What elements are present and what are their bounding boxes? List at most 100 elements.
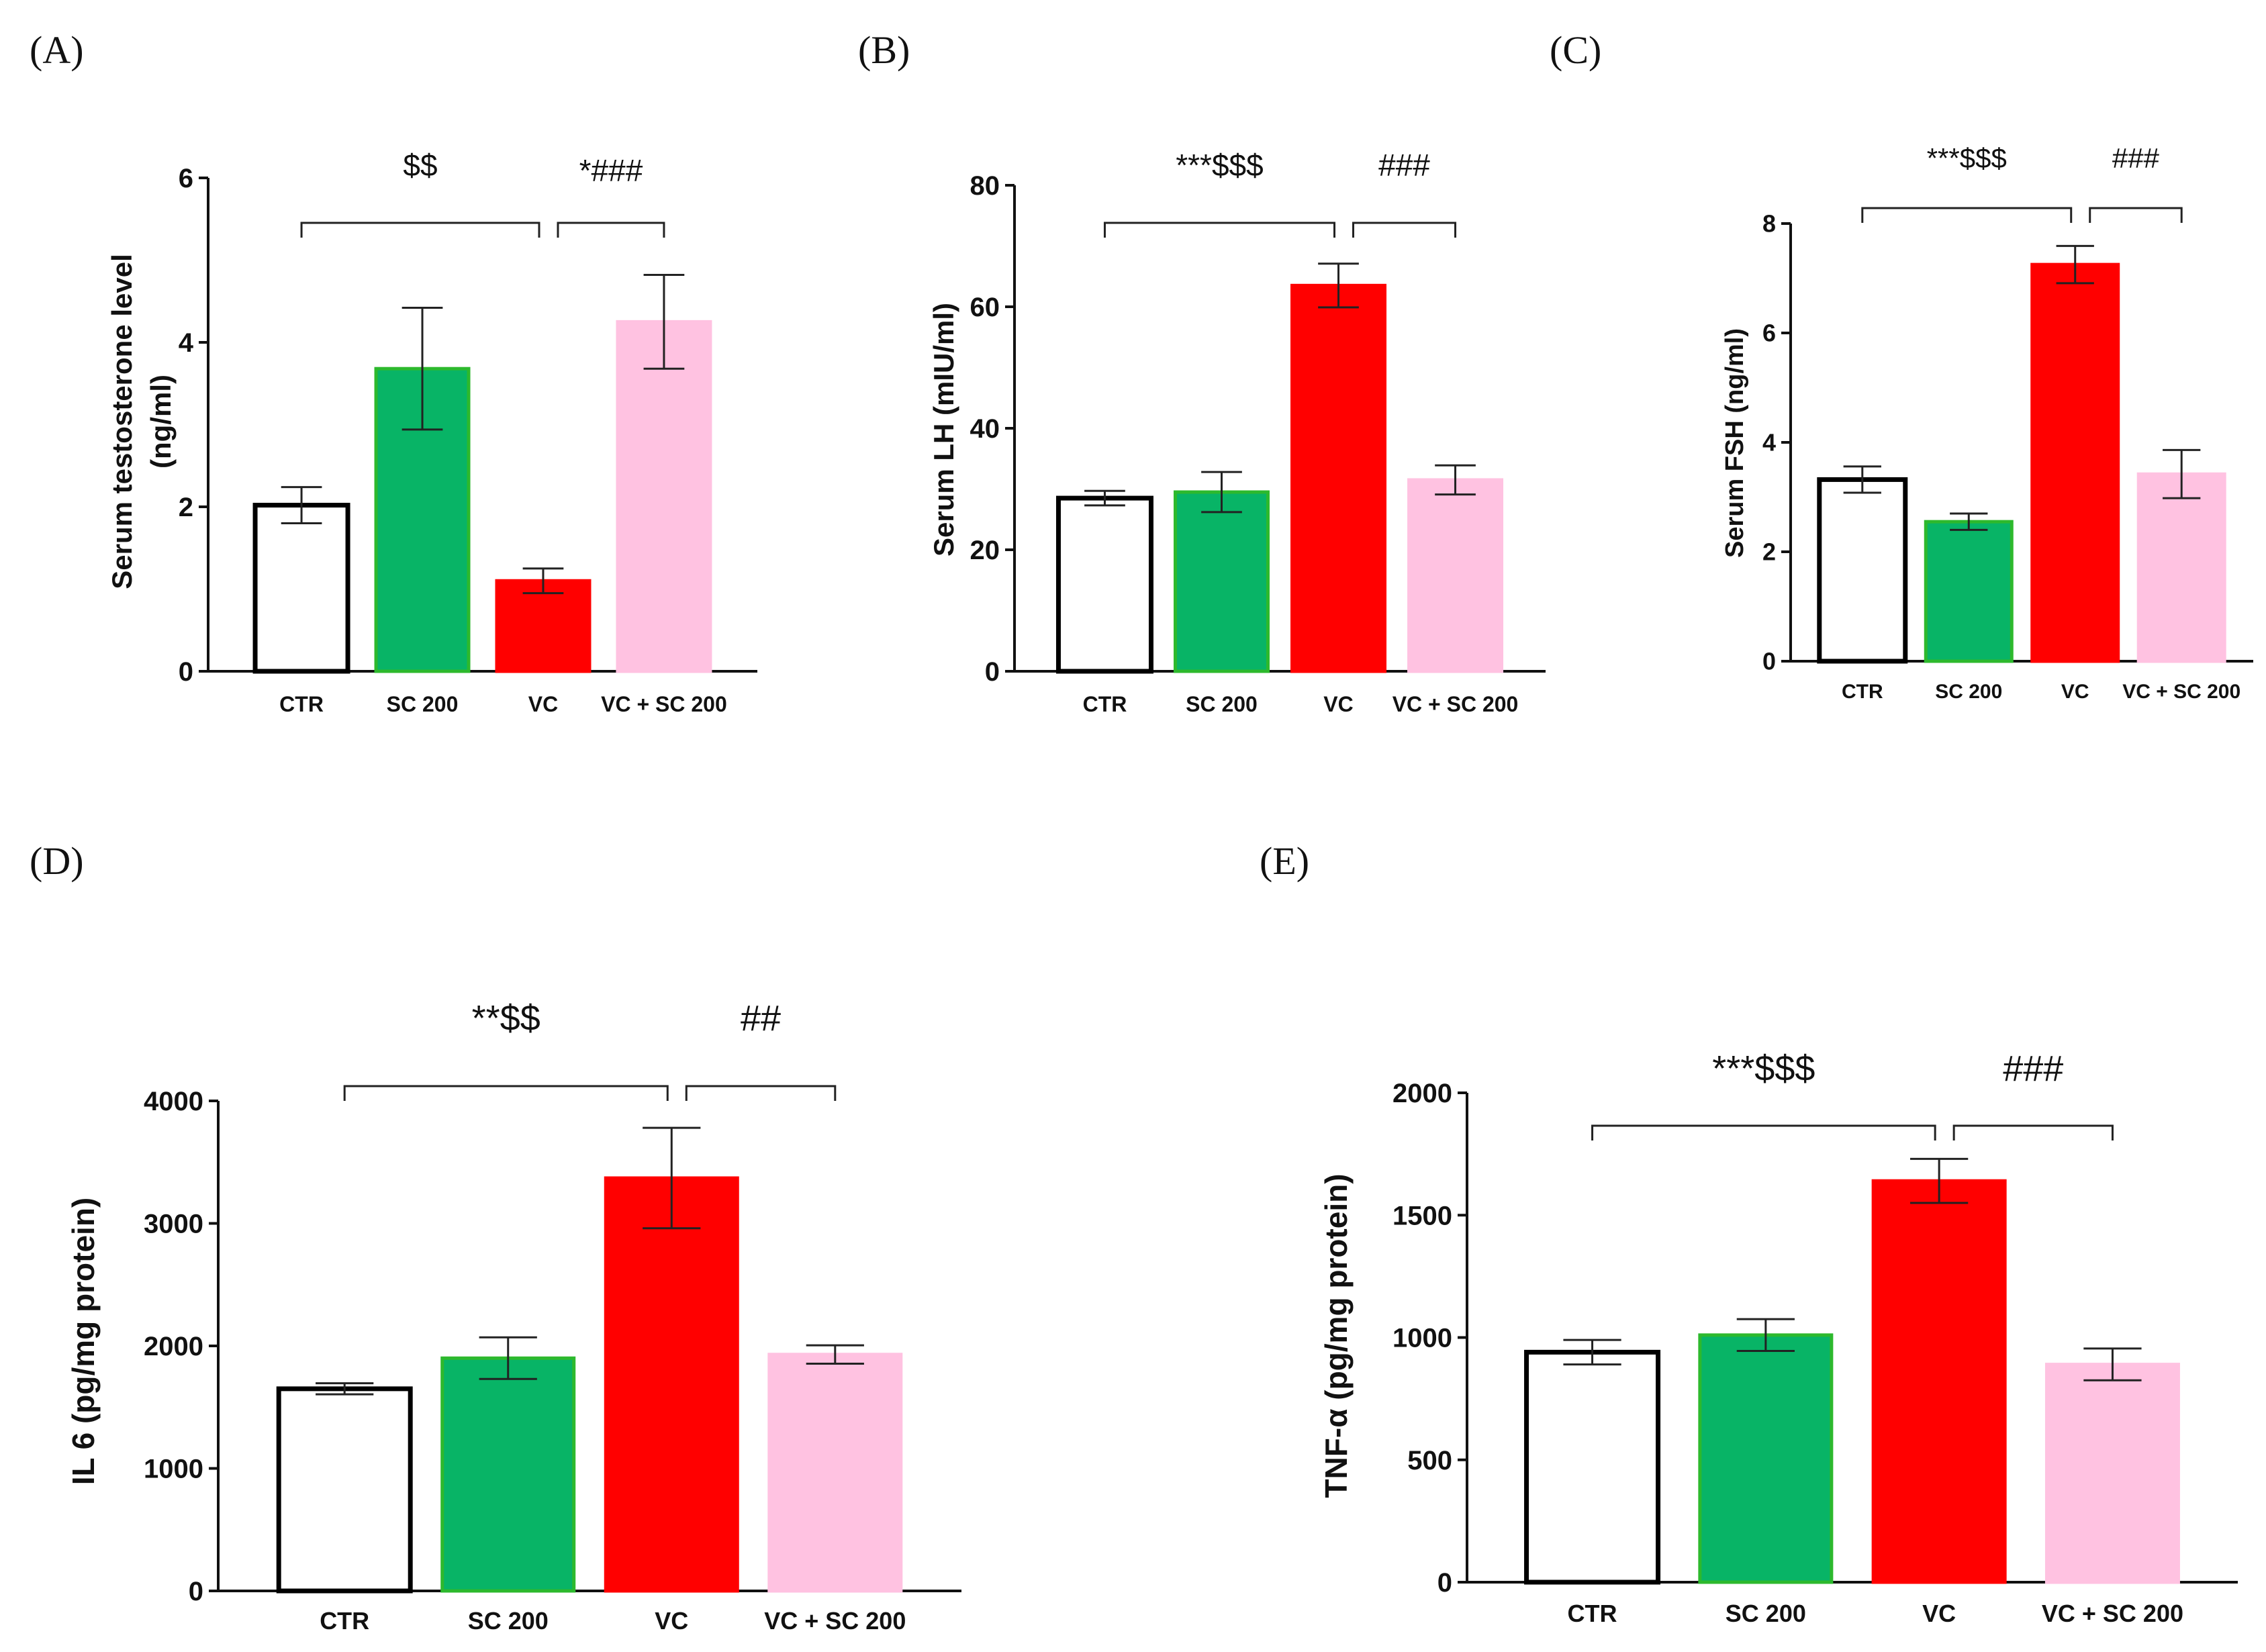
- x-tick-label: CTR: [320, 1607, 369, 1635]
- y-tick-label: 1000: [144, 1455, 203, 1484]
- bar-sc-200: [1924, 520, 2014, 663]
- y-axis-title: Serum testosterone level: [106, 254, 138, 589]
- y-tick-label: 80: [970, 171, 1000, 201]
- y-axis-title: IL 6 (pg/mg protein): [66, 1198, 101, 1485]
- significance-bracket: [557, 222, 665, 238]
- panel-label: (D): [30, 839, 84, 883]
- significance-bracket: [685, 1085, 837, 1101]
- x-tick-label: VC + SC 200: [601, 692, 727, 716]
- y-tick-label: 6: [1762, 320, 1776, 347]
- y-axis-title: Serum FSH (ng/ml): [1721, 328, 1749, 558]
- chart-panel-4: (D) 0 1000 2000 3000 4000 IL 6 (pg/mg protein)…: [30, 839, 961, 1635]
- x-tick-label: VC: [655, 1607, 688, 1635]
- bar-vc: [604, 1176, 739, 1593]
- y-tick-label: 500: [1407, 1446, 1452, 1475]
- significance-label: ###: [1378, 148, 1430, 183]
- y-tick-label: 0: [189, 1577, 203, 1606]
- x-tick-label: SC 200: [1726, 1600, 1806, 1627]
- bar-vc-sc-200: [1407, 478, 1504, 673]
- x-tick-label: SC 200: [468, 1607, 549, 1635]
- x-tick-label: VC: [528, 692, 558, 716]
- y-tick-label: 2000: [144, 1332, 203, 1361]
- y-tick-label: 0: [1437, 1568, 1452, 1598]
- x-tick-label: VC: [1323, 692, 1353, 716]
- chart-panel-2: (B) 0 20 40 60 80 Serum LH (mIU/ml) CTR SC 200 VC…: [858, 28, 1546, 716]
- bar-vc-sc-200: [616, 320, 712, 673]
- x-tick-label: VC + SC 200: [764, 1607, 906, 1635]
- panel-label: (C): [1550, 28, 1601, 72]
- chart-panel-3: (C) 0 2 4 6 8 Serum FSH (ng/ml) CTR SC 200 VC VC +…: [1550, 28, 2253, 703]
- chart-panel-1: (A) 0 2 4 6 Serum testosterone level (ng/ml) CT…: [30, 28, 757, 716]
- significance-bracket: [343, 1085, 669, 1101]
- y-axis-title: TNF-α (pg/mg protein): [1319, 1173, 1354, 1498]
- bar-vc-sc-200: [767, 1353, 903, 1593]
- bar-vc: [1871, 1179, 2007, 1584]
- y-tick-label: 1000: [1392, 1324, 1452, 1353]
- significance-bracket: [1952, 1124, 2114, 1140]
- chart-panel-5: (E) 0 500 1000 1500 2000 TNF-α (pg/mg protein)…: [1260, 839, 2238, 1627]
- x-tick-label: SC 200: [1186, 692, 1258, 716]
- significance-label: ###: [2112, 142, 2160, 174]
- y-axis-title-unit: (ng/ml): [145, 375, 177, 469]
- x-tick-label: CTR: [1842, 681, 1883, 703]
- x-tick-label: SC 200: [387, 692, 459, 716]
- bar-vc: [2030, 262, 2120, 663]
- significance-label: ***$$$: [1927, 142, 2007, 174]
- significance-label: ###: [2003, 1049, 2063, 1089]
- y-tick-label: 6: [179, 164, 193, 193]
- bar-sc-200: [1698, 1333, 1834, 1584]
- panel-label: (B): [858, 28, 910, 72]
- y-tick-label: 2000: [1392, 1079, 1452, 1108]
- bar-ctr: [1817, 477, 1908, 664]
- y-tick-label: 4000: [144, 1087, 203, 1116]
- bar-sc-200: [1173, 490, 1270, 673]
- significance-bracket: [1861, 207, 2073, 223]
- panel-label: (E): [1260, 839, 1309, 883]
- significance-label: **$$: [472, 998, 540, 1038]
- y-tick-label: 0: [1762, 648, 1776, 675]
- bar-vc: [1290, 283, 1387, 673]
- x-tick-label: VC + SC 200: [2042, 1600, 2183, 1627]
- y-tick-label: 8: [1762, 210, 1776, 238]
- significance-bracket: [1103, 222, 1336, 238]
- bar-ctr: [276, 1386, 413, 1594]
- x-tick-label: VC: [1922, 1600, 1956, 1627]
- bar-vc: [495, 579, 592, 673]
- y-tick-label: 3000: [144, 1210, 203, 1239]
- significance-label: ***$$$: [1176, 148, 1263, 183]
- x-tick-label: CTR: [279, 692, 324, 716]
- y-tick-label: 1500: [1392, 1201, 1452, 1230]
- bar-ctr: [1524, 1349, 1661, 1585]
- bar-sc-200: [440, 1356, 576, 1593]
- significance-label: ##: [741, 998, 781, 1038]
- x-tick-label: SC 200: [1935, 681, 2002, 703]
- y-tick-label: 2: [1762, 538, 1776, 566]
- significance-label: ***$$$: [1712, 1049, 1815, 1089]
- y-tick-label: 60: [970, 293, 1000, 322]
- bar-ctr: [252, 503, 350, 674]
- significance-label: *###: [579, 153, 643, 188]
- y-axis-title: Serum LH (mIU/ml): [928, 303, 959, 556]
- y-tick-label: 0: [179, 657, 193, 687]
- significance-bracket: [1591, 1124, 1936, 1140]
- significance-bracket: [1352, 222, 1457, 238]
- panel-label: (A): [30, 28, 84, 72]
- significance-bracket: [300, 222, 540, 238]
- significance-bracket: [2089, 207, 2183, 223]
- y-tick-label: 20: [970, 536, 1000, 565]
- y-tick-label: 4: [179, 328, 194, 358]
- y-tick-label: 0: [985, 657, 1000, 687]
- significance-label: $$: [403, 148, 437, 183]
- x-tick-label: CTR: [1568, 1600, 1617, 1627]
- bar-vc-sc-200: [2044, 1363, 2180, 1584]
- y-tick-label: 2: [179, 493, 193, 522]
- x-tick-label: VC: [2061, 681, 2089, 703]
- bar-vc-sc-200: [2136, 472, 2226, 663]
- y-tick-label: 40: [970, 414, 1000, 444]
- x-tick-label: VC + SC 200: [2122, 681, 2240, 703]
- bar-ctr: [1055, 495, 1153, 674]
- x-tick-label: VC + SC 200: [1392, 692, 1519, 716]
- y-tick-label: 4: [1762, 429, 1776, 456]
- x-tick-label: CTR: [1083, 692, 1127, 716]
